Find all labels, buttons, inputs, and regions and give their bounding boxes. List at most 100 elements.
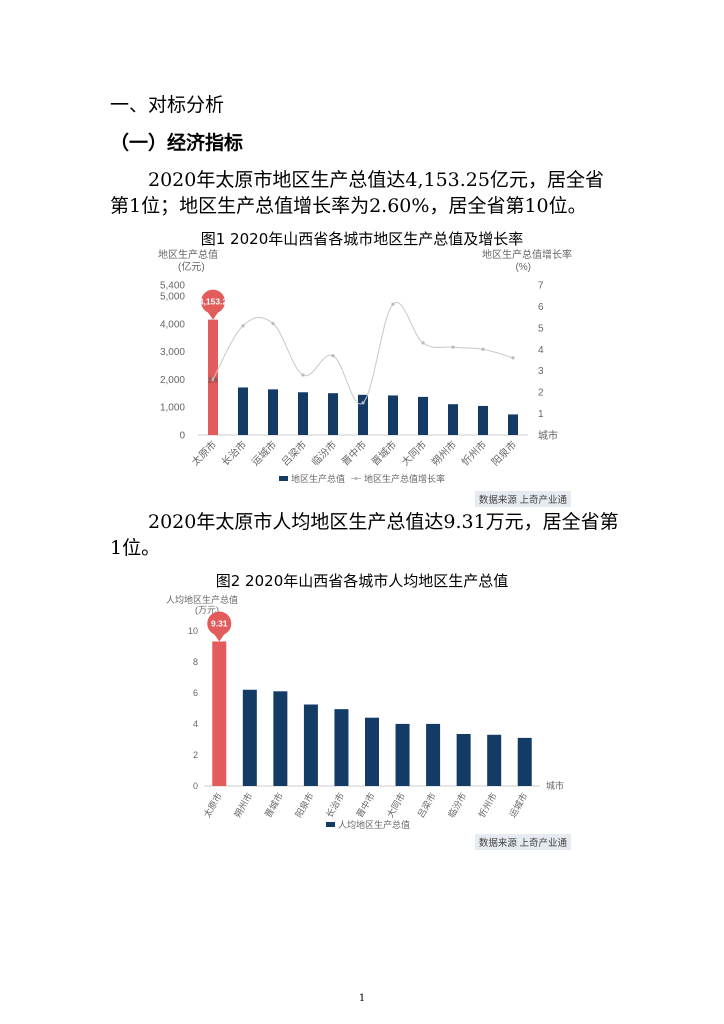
chart2-bar-晋城市: [273, 691, 288, 786]
chart2-legend-swatch: [326, 822, 335, 827]
chart1-xtick: 晋城市: [369, 438, 399, 468]
chart1-legend-bar: 地区生产总值: [291, 473, 345, 484]
chart1-growth-point-阳泉市: [511, 356, 515, 360]
chart1-bar-朔州市: [448, 404, 458, 435]
chart2-xtick: 阳泉市: [293, 791, 316, 820]
chart1-growth-point-忻州市: [481, 347, 485, 351]
chart2-xtick: 忻州市: [476, 791, 499, 820]
chart2-ytick: 2: [193, 750, 198, 760]
chart1-ytick-left: 3,000: [160, 347, 185, 358]
chart2-bar-阳泉市: [303, 704, 318, 786]
chart1-ytick-left: 1,000: [160, 403, 185, 414]
chart1-xtick: 晋中市: [339, 438, 369, 468]
chart1-growth-point-大同市: [421, 341, 425, 345]
chart1-bar-label-marker: [201, 289, 225, 314]
chart2-ytick: 0: [193, 781, 198, 791]
chart2-bar-朔州市: [242, 689, 257, 786]
chart1-ytick-right: 1: [538, 409, 544, 420]
chart2-ylabel-line2: (万元): [195, 605, 219, 615]
chart1-xtick: 太原市: [189, 438, 219, 468]
chart1-xtick: 吕梁市: [279, 438, 309, 468]
chart2-bar-label-marker-label: 9.31: [211, 618, 228, 628]
chart1-bar-大同市: [418, 396, 428, 435]
chart1-source: 数据来源 上奇产业通: [479, 494, 568, 506]
chart1-bar-晋中市: [358, 394, 368, 435]
chart1-xtick: 长治市: [219, 438, 249, 468]
chart1-growth-point-临汾市: [331, 354, 335, 358]
chart2-bar-吕梁市: [426, 723, 441, 786]
chart1-ytick-right: 2: [538, 388, 544, 399]
chart2-xtick: 朔州市: [232, 791, 255, 820]
chart1-xtick: 运城市: [249, 438, 279, 468]
chart1-gdp-growth: 地区生产总值(亿元)地区生产总值增长率(%)01,0002,0003,0004,…: [158, 248, 572, 507]
chart1-legend-line: 地区生产总值增长率: [364, 473, 445, 484]
chart1-source-bg: [475, 491, 571, 507]
chart1-legend-line-dot: [354, 476, 358, 481]
chart1-ylabel-left-line1: 地区生产总值: [158, 248, 218, 261]
chart1-bar-运城市: [268, 389, 278, 435]
chart1-bar-label-marker-label: 4,153.2: [199, 297, 228, 307]
chart2-xlabel: 城市: [546, 780, 564, 791]
chart2-bar-运城市: [517, 737, 532, 786]
chart1-title: 图1 2020年山西省各城市地区生产总值及增长率: [200, 230, 524, 248]
chart1-xlabel: 城市: [538, 429, 558, 442]
chart2-source: 数据来源 上奇产业通: [479, 837, 568, 849]
chart2-ytick: 6: [193, 688, 198, 698]
chart2-xtick: 运城市: [506, 791, 529, 820]
chart1-ytick-left: 0: [179, 431, 185, 442]
chart1-ytick-right: 3: [538, 366, 544, 377]
chart1-growth-point-朔州市: [451, 345, 455, 349]
chart1-xtick: 临汾市: [309, 438, 339, 468]
chart1-growth-point-运城市: [271, 321, 275, 326]
chart1-xtick: 忻州市: [459, 438, 489, 468]
chart2-ytick: 4: [193, 719, 198, 729]
chart1-ylabel-right-line2: (%): [515, 262, 531, 273]
chart2-bar-大同市: [395, 723, 410, 786]
chart1-growth-point-太原市: [211, 377, 215, 381]
page-number: 1: [358, 993, 366, 1004]
chart2-title: 图2 2020年山西省各城市人均地区生产总值: [215, 572, 509, 590]
chart1-growth-point-吕梁市: [301, 373, 305, 377]
section-heading: 一、对标分析: [110, 94, 225, 116]
chart2-per-capita-gdp: 人均地区生产总值(万元)0246810城市太原市 朔州市 晋城市 阳泉市 长治市 晋中市大…: [166, 594, 571, 850]
chart1-ytick-right: 7: [538, 281, 544, 292]
chart2-xtick: 太原市: [201, 791, 224, 820]
chart1-ytick-left: 2,000: [160, 375, 185, 386]
chart1-bar-临汾市: [328, 393, 338, 435]
paragraph-gdp: 2020年太原市地区生产总值达4,153.25亿元，居全省第1位；地区生产总值增…: [110, 169, 604, 217]
chart2-xtick: 晋城市: [262, 791, 285, 820]
chart2-source-bg: [475, 834, 571, 850]
chart1-bar-忻州市: [478, 405, 488, 435]
chart1-ytick-right: 4: [538, 345, 544, 356]
chart2-legend: 人均地区生产总值: [338, 819, 410, 830]
chart1-ytick-left: 4,000: [160, 319, 185, 330]
chart2-bar-太原市: [212, 641, 227, 786]
chart1-xtick: 朔州市: [429, 438, 459, 468]
chart1-growth-point-晋中市: [361, 401, 365, 405]
chart1-bar-阳泉市: [508, 414, 518, 435]
chart1-ylabel-left-line2: (亿元): [178, 260, 205, 273]
chart1-line-label: 2.6: [208, 377, 218, 384]
chart1-legend-bar-swatch: [279, 476, 288, 481]
chart2-xtick: 吕梁市: [415, 791, 438, 820]
chart2-xtick: 大同市: [384, 791, 407, 820]
chart2-ytick: 8: [193, 657, 198, 667]
chart1-growth-point-晋城市: [391, 302, 395, 306]
chart1-ytick-left: 5,400: [160, 281, 185, 292]
chart1-bar-长治市: [238, 387, 248, 435]
chart2-bar-label-marker: [207, 611, 232, 636]
chart2-bar-临汾市: [456, 733, 471, 786]
chart2-bar-忻州市: [487, 734, 502, 786]
chart1-xtick: 阳泉市: [489, 438, 519, 468]
chart1-xtick: 大同市: [399, 438, 429, 468]
chart2-xtick: 晋中市: [354, 791, 377, 820]
chart1-ytick-left: 5,000: [160, 292, 185, 303]
chart1-ytick-right: 5: [538, 323, 544, 334]
chart1-ylabel-right-line1: 地区生产总值增长率: [482, 248, 572, 261]
paragraph-per-capita: 2020年太原市人均地区生产总值达9.31万元，居全省第1位。: [110, 511, 619, 559]
chart2-ylabel-line1: 人均地区生产总值: [166, 594, 238, 605]
chart1-growth-point-长治市: [241, 324, 245, 328]
chart1-bar-晋城市: [388, 395, 398, 435]
chart1-growth-line: [212, 302, 514, 405]
chart2-ytick: 10: [188, 626, 198, 636]
